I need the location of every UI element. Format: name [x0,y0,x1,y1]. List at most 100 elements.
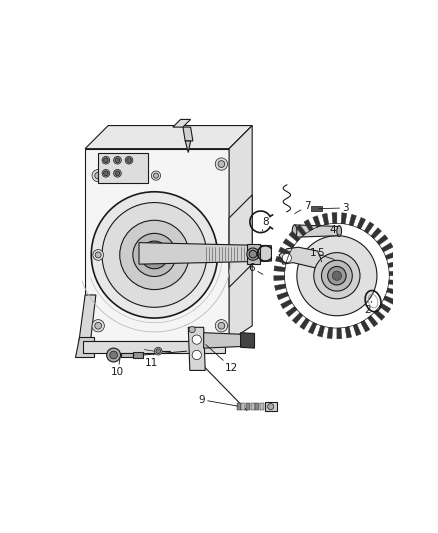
Circle shape [151,171,161,180]
Polygon shape [296,224,306,236]
Polygon shape [185,141,191,152]
Polygon shape [281,300,292,309]
Polygon shape [341,213,347,224]
Circle shape [218,322,225,329]
Circle shape [321,260,352,291]
Ellipse shape [292,225,297,237]
Polygon shape [75,337,94,357]
Polygon shape [204,333,240,348]
Circle shape [127,158,131,163]
Text: 1: 1 [310,248,334,260]
Polygon shape [276,256,287,263]
Polygon shape [379,303,391,313]
Text: 11: 11 [145,354,158,368]
Polygon shape [357,217,366,229]
Polygon shape [279,247,290,256]
Polygon shape [345,327,352,338]
Polygon shape [381,243,393,252]
Polygon shape [322,213,328,225]
Circle shape [103,158,108,163]
Polygon shape [360,320,370,332]
Polygon shape [387,288,398,295]
Circle shape [103,171,108,175]
Circle shape [297,236,377,316]
Polygon shape [229,195,252,287]
Circle shape [156,349,161,353]
Circle shape [268,403,274,410]
Text: 5: 5 [318,248,324,262]
Polygon shape [311,206,322,211]
Text: 10: 10 [111,358,124,377]
Polygon shape [251,403,254,410]
Circle shape [328,266,346,285]
Polygon shape [79,295,96,341]
Polygon shape [389,271,400,276]
Polygon shape [188,327,205,370]
Circle shape [192,335,201,344]
Polygon shape [241,403,245,410]
Polygon shape [385,252,397,260]
Circle shape [102,169,110,177]
Polygon shape [183,127,193,141]
Polygon shape [237,403,240,410]
Circle shape [314,253,360,299]
Polygon shape [246,403,250,410]
Polygon shape [300,318,310,329]
Circle shape [93,249,103,260]
Polygon shape [133,352,143,358]
Text: 2: 2 [364,301,372,316]
Circle shape [192,350,201,360]
Circle shape [110,351,117,359]
Circle shape [215,320,228,332]
Polygon shape [349,214,357,226]
Polygon shape [364,222,374,233]
Circle shape [332,271,342,280]
Circle shape [115,158,120,163]
Circle shape [102,156,110,164]
Circle shape [189,327,195,333]
Circle shape [102,203,207,308]
Polygon shape [371,228,381,239]
Polygon shape [367,316,378,327]
Polygon shape [308,322,317,334]
Polygon shape [274,266,285,272]
Circle shape [153,173,159,178]
Polygon shape [98,152,148,183]
Circle shape [249,251,257,258]
Circle shape [155,348,162,355]
Polygon shape [83,341,225,353]
Polygon shape [313,216,321,228]
Circle shape [282,253,291,263]
Polygon shape [384,296,395,304]
Polygon shape [265,402,277,411]
Polygon shape [274,276,285,281]
Polygon shape [353,324,361,336]
Polygon shape [247,244,260,264]
Circle shape [215,158,228,170]
Polygon shape [292,313,303,324]
Text: 6: 6 [248,263,263,274]
Polygon shape [388,261,399,268]
Polygon shape [337,328,342,339]
Polygon shape [277,292,289,300]
Circle shape [95,252,101,258]
Polygon shape [374,310,385,320]
Polygon shape [283,239,294,248]
Polygon shape [275,284,286,290]
Circle shape [92,320,104,332]
Ellipse shape [337,225,342,237]
Polygon shape [260,403,264,410]
Polygon shape [85,149,229,341]
Polygon shape [139,243,272,264]
Circle shape [95,172,102,179]
Polygon shape [377,235,388,245]
Polygon shape [286,306,297,317]
Polygon shape [389,280,400,286]
Text: 8: 8 [262,217,269,231]
Text: 3: 3 [319,203,349,213]
Text: 7: 7 [295,201,311,214]
Circle shape [95,322,102,329]
Circle shape [247,248,259,260]
Polygon shape [304,220,313,231]
Polygon shape [173,119,191,127]
